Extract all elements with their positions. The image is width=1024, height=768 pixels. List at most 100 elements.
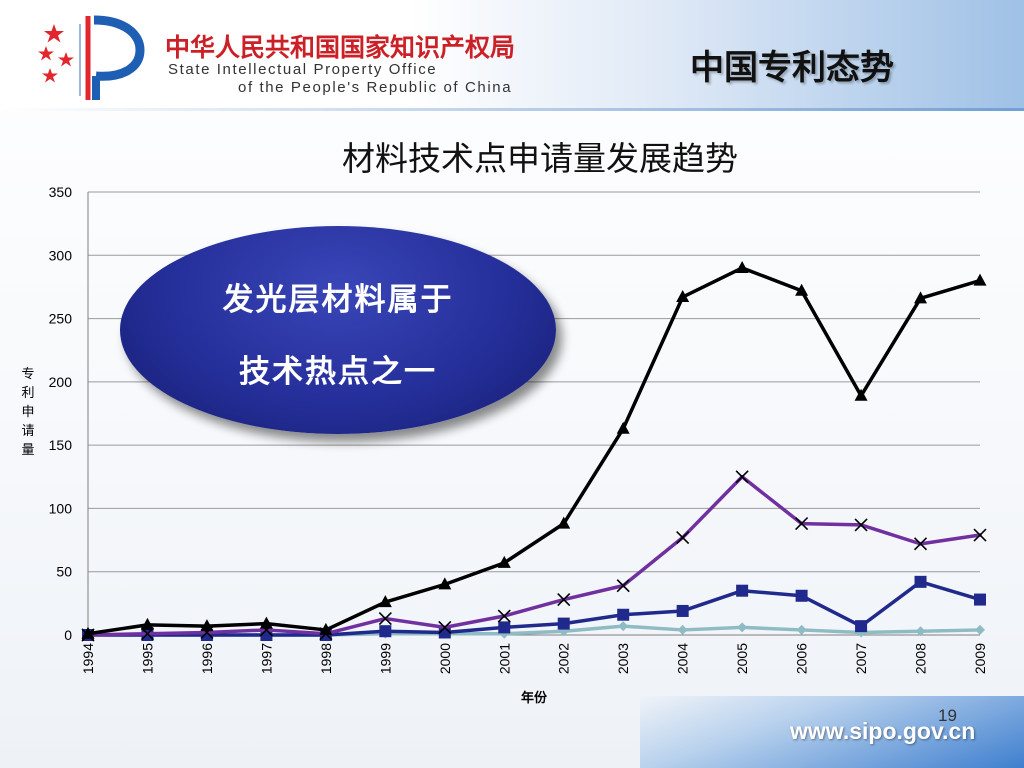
series-layer bbox=[81, 260, 987, 642]
data-point bbox=[973, 273, 987, 286]
data-point bbox=[795, 589, 808, 602]
y-tick-label: 100 bbox=[49, 500, 73, 516]
data-point bbox=[736, 584, 749, 597]
marker-stroke bbox=[735, 470, 749, 484]
marker-stroke bbox=[557, 592, 571, 607]
data-point bbox=[498, 621, 511, 634]
data-point bbox=[378, 611, 392, 626]
marker-stroke bbox=[378, 611, 392, 626]
org-name-en-line1: State Intellectual Property Office bbox=[168, 61, 438, 78]
series-line bbox=[86, 475, 982, 637]
data-point bbox=[259, 616, 273, 629]
data-point bbox=[735, 260, 749, 273]
data-point bbox=[200, 619, 214, 632]
y-tick-label: 150 bbox=[49, 437, 73, 453]
data-point bbox=[914, 291, 928, 304]
data-point bbox=[140, 617, 154, 630]
marker-stroke bbox=[616, 579, 630, 593]
data-point bbox=[735, 470, 749, 484]
marker-stroke bbox=[973, 528, 987, 542]
footer-url: www.sipo.gov.cn bbox=[790, 718, 976, 744]
data-point bbox=[617, 608, 630, 621]
data-point bbox=[379, 625, 392, 638]
footer-band bbox=[640, 696, 1024, 768]
x-axis-label: 年份 bbox=[521, 690, 548, 706]
data-point bbox=[795, 517, 809, 531]
y-tick-label: 350 bbox=[49, 184, 73, 200]
data-point bbox=[497, 555, 511, 568]
y-tick-label: 200 bbox=[49, 374, 73, 390]
data-point bbox=[677, 624, 688, 635]
data-point bbox=[497, 609, 511, 623]
data-point bbox=[616, 579, 630, 593]
callout-text-line1: 发光层材料属于 bbox=[222, 282, 454, 318]
series-1 bbox=[81, 260, 987, 639]
data-point bbox=[855, 620, 868, 633]
y-tick-labels: 0 50 100 150 200 250 300 350 bbox=[49, 184, 73, 643]
axis-labels: 年份 专利申请量 bbox=[21, 367, 548, 706]
x-tick-label: 2008 bbox=[913, 643, 929, 674]
marker-stroke bbox=[854, 518, 868, 532]
data-point bbox=[796, 624, 807, 635]
data-point bbox=[81, 626, 95, 639]
header-divider bbox=[0, 108, 1024, 111]
marker-stroke bbox=[795, 517, 809, 531]
org-name-cn: 中华人民共和国国家知识产权局 bbox=[165, 33, 516, 62]
y-axis-label: 专利申请量 bbox=[21, 367, 38, 458]
data-point bbox=[914, 575, 927, 588]
x-tick-label: 2002 bbox=[556, 643, 572, 674]
data-point bbox=[854, 388, 868, 401]
data-point bbox=[676, 530, 690, 545]
data-point bbox=[616, 421, 630, 434]
data-point bbox=[378, 595, 392, 608]
x-tick-label: 1997 bbox=[258, 643, 274, 674]
x-tick-label: 1994 bbox=[80, 643, 96, 674]
data-point bbox=[438, 577, 452, 590]
x-tick-label: 1999 bbox=[377, 643, 393, 674]
series-line bbox=[86, 580, 982, 637]
series-2 bbox=[81, 470, 987, 642]
x-tick-label: 2007 bbox=[853, 643, 869, 674]
x-tick-label: 1998 bbox=[318, 643, 334, 674]
data-point bbox=[557, 516, 571, 529]
y-tick-label: 50 bbox=[56, 564, 72, 580]
x-tick-label: 1995 bbox=[139, 643, 155, 674]
data-point bbox=[915, 626, 926, 637]
page-number: 19 bbox=[938, 706, 957, 725]
x-tick-labels: 1994 1995 1996 1997 1998 1999 2000 2001 2002 2003… bbox=[80, 643, 988, 674]
data-point bbox=[438, 620, 452, 634]
data-point bbox=[557, 617, 570, 630]
x-tick-label: 2005 bbox=[734, 643, 750, 674]
sipo-logo-icon bbox=[38, 15, 145, 100]
data-point bbox=[676, 604, 689, 617]
x-tick-label: 2006 bbox=[794, 643, 810, 674]
y-tick-label: 300 bbox=[49, 247, 73, 263]
callout-text-line2: 技术热点之一 bbox=[239, 354, 437, 390]
data-point bbox=[795, 283, 809, 296]
chart-title: 材料技术点申请量发展趋势 bbox=[342, 139, 738, 178]
org-name-en-line2: of the People's Republic of China bbox=[238, 79, 513, 96]
section-title: 中国专利态势 bbox=[690, 48, 894, 88]
data-point bbox=[913, 537, 928, 551]
marker-stroke bbox=[676, 530, 690, 545]
data-point bbox=[973, 528, 987, 542]
series-line bbox=[86, 266, 982, 636]
data-point bbox=[319, 622, 333, 635]
marker-stroke bbox=[913, 537, 928, 551]
marker-stroke bbox=[438, 620, 452, 634]
x-tick-label: 1996 bbox=[199, 643, 215, 674]
data-point bbox=[975, 624, 985, 635]
data-point bbox=[676, 290, 690, 303]
callout-bubble: 发光层材料属于 技术热点之一 bbox=[120, 226, 556, 434]
data-point bbox=[974, 593, 986, 606]
x-tick-label: 2004 bbox=[675, 643, 691, 674]
data-point bbox=[618, 621, 629, 632]
data-point bbox=[737, 622, 748, 633]
marker-stroke bbox=[497, 609, 511, 623]
data-point bbox=[557, 592, 571, 607]
y-tick-label: 250 bbox=[49, 311, 73, 327]
x-tick-label: 2000 bbox=[437, 643, 453, 674]
x-tick-label: 2009 bbox=[972, 643, 988, 674]
